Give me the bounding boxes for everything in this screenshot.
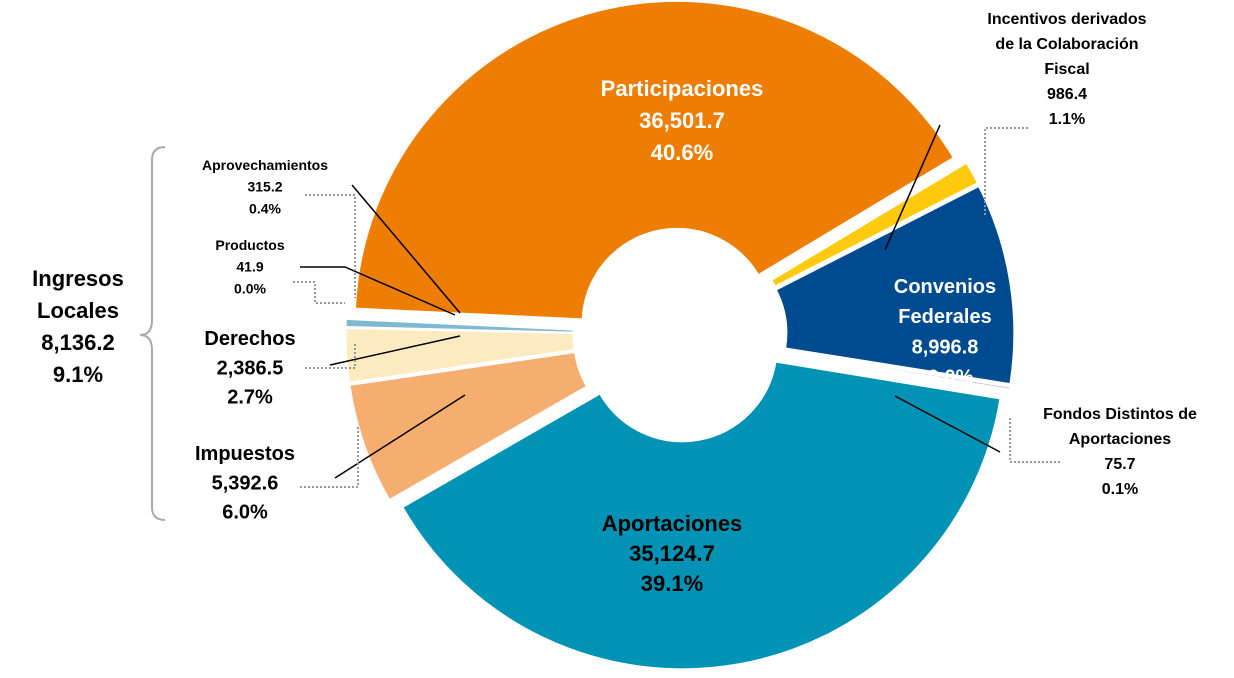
slice-percent: 2.7% [227, 386, 273, 408]
donut-slice [771, 162, 978, 287]
connector-line [300, 425, 359, 488]
leader-line [894, 395, 1001, 453]
donut-slice [775, 186, 1015, 385]
slice-percent: 6.0% [222, 501, 268, 523]
slice-name: Incentivos derivados de la Colaboración Fi… [987, 11, 1146, 78]
slice-percent: 39.1% [641, 571, 703, 596]
slice-value: 986.4 [1047, 86, 1087, 103]
slice-name: Participaciones [601, 76, 764, 101]
slice-value: 35,124.7 [629, 541, 715, 566]
slice-name: Fondos Distintos de Aportaciones [1043, 406, 1197, 448]
slice-percent: 1.1% [1049, 111, 1085, 128]
donut-slice [349, 352, 587, 501]
leader-line [351, 184, 461, 314]
slice-percent: 40.6% [651, 140, 713, 165]
slice-value: 75.7 [1104, 456, 1135, 473]
group-percent: 9.1% [53, 362, 103, 387]
donut-slice [354, 0, 954, 320]
slice-percent: 10.0% [917, 366, 974, 388]
connector-line [305, 194, 356, 298]
donut-slice [345, 328, 575, 383]
group-name: Ingresos Locales [32, 266, 124, 323]
slice-name: Productos [215, 237, 284, 253]
donut-slice [785, 351, 1011, 390]
slice-value: 41.9 [236, 259, 263, 275]
slice-percent: 0.0% [234, 281, 266, 297]
slice-percent: 0.4% [249, 201, 281, 217]
leader-line [884, 124, 941, 251]
slice-name: Derechos [204, 328, 295, 350]
slice-value: 36,501.7 [639, 108, 725, 133]
leader-line [329, 335, 461, 366]
slice-name: Impuestos [195, 443, 295, 465]
leader-line [300, 266, 456, 316]
slice-value: 315.2 [247, 179, 282, 195]
slice-value: 8,996.8 [912, 336, 979, 358]
donut-slice [402, 361, 1001, 670]
slice-name: Convenios Federales [894, 276, 996, 328]
leader-line [334, 394, 466, 479]
connector-line [984, 127, 1030, 215]
group-bracket [139, 146, 166, 521]
slice-value: 2,386.5 [217, 357, 284, 379]
donut-slice [345, 318, 574, 333]
slice-value: 5,392.6 [212, 472, 279, 494]
group-value: 8,136.2 [41, 330, 114, 355]
slice-percent: 0.1% [1102, 481, 1138, 498]
slice-name: Aportaciones [602, 511, 743, 536]
connector-line [1009, 418, 1060, 463]
connector-line [305, 343, 356, 369]
connector-line [293, 281, 345, 304]
slice-name: Aprovechamientos [202, 157, 328, 173]
